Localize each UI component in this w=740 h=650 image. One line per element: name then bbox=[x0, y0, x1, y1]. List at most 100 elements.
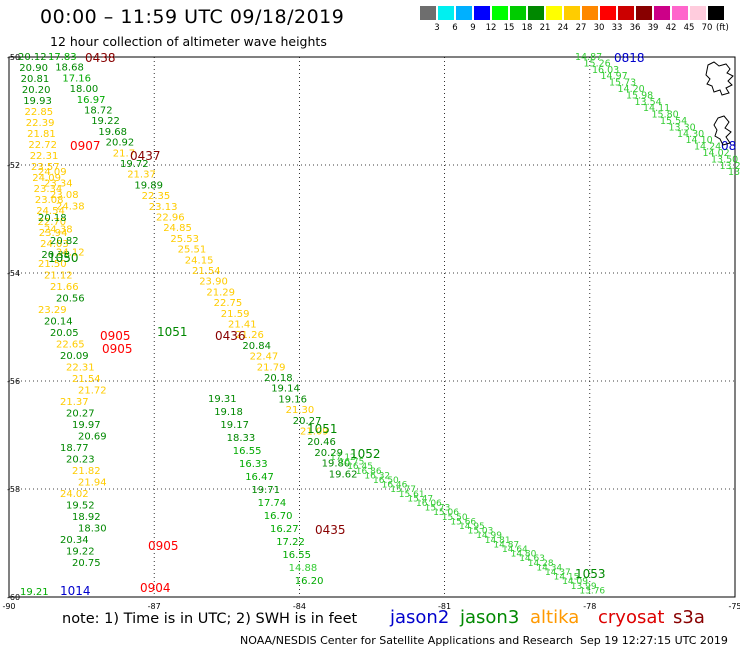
wave-height-label: 17.12 bbox=[330, 453, 356, 463]
wave-height-label: 22.31 bbox=[30, 151, 59, 162]
color-scale-label: 45 bbox=[683, 23, 695, 33]
wave-height-label: 22.39 bbox=[26, 118, 55, 129]
wave-height-label: 14.80 bbox=[511, 550, 537, 560]
wave-height-label: 20.20 bbox=[22, 85, 51, 96]
wave-height-label: 19.62 bbox=[329, 469, 358, 480]
lat-tick-label: -52 bbox=[7, 161, 20, 170]
wave-height-label: 16.06 bbox=[416, 499, 442, 509]
wave-height-label: 20.84 bbox=[242, 341, 271, 352]
wave-height-label: 13.99 bbox=[571, 582, 597, 592]
wave-height-label: 21.50 bbox=[38, 259, 67, 270]
wave-height-label: 16.70 bbox=[264, 511, 293, 522]
wave-height-label: 15.77 bbox=[390, 485, 416, 495]
legend-s3a: s3a bbox=[673, 607, 705, 628]
wave-height-label: 20.46 bbox=[307, 437, 336, 448]
wave-height-label: 20.27 bbox=[66, 409, 95, 420]
wave-height-label: 13.39 bbox=[728, 167, 740, 178]
wave-height-label: 22.72 bbox=[28, 140, 57, 151]
wave-height-label: 14.24 bbox=[694, 142, 721, 153]
pass-time-label: 0818 bbox=[614, 51, 645, 65]
color-scale-label: 15 bbox=[503, 23, 515, 33]
wave-height-label: 14.87 bbox=[575, 52, 602, 63]
wave-height-label: 19.80 bbox=[322, 459, 351, 470]
color-swatch bbox=[654, 6, 670, 20]
lat-tick-label: -56 bbox=[7, 377, 20, 386]
wave-height-label: 19.17 bbox=[220, 420, 249, 431]
color-swatch bbox=[672, 6, 688, 20]
color-scale-label: 12 bbox=[485, 23, 497, 33]
wave-height-label: 14.87 bbox=[493, 540, 519, 550]
color-swatch bbox=[510, 6, 526, 20]
wave-height-label: 24.85 bbox=[163, 223, 192, 234]
color-scale-label: 24 bbox=[557, 23, 569, 33]
color-scale-label: 33 bbox=[611, 23, 623, 33]
wave-height-label: 20.82 bbox=[50, 236, 79, 247]
wave-height-label: 24.03 bbox=[40, 239, 69, 250]
wave-height-label: 15.73 bbox=[425, 504, 451, 514]
wave-height-label: 20.75 bbox=[72, 558, 101, 569]
wave-height-label: 23.57 bbox=[31, 162, 60, 173]
wave-height-label: 16.33 bbox=[239, 459, 268, 470]
pass-time-label: 0436 bbox=[215, 329, 246, 343]
wave-height-label: 20.56 bbox=[56, 294, 85, 305]
wave-height-label: 20.18 bbox=[264, 373, 293, 384]
wave-height-label: 21.09 bbox=[300, 427, 329, 438]
wave-height-label: 14.95 bbox=[459, 522, 485, 532]
wave-height-label: 16.27 bbox=[270, 524, 299, 535]
color-swatch bbox=[564, 6, 580, 20]
wave-height-label: 14.97 bbox=[601, 71, 628, 82]
lon-tick-label: -81 bbox=[438, 602, 451, 611]
wave-height-label: 19.68 bbox=[98, 127, 127, 138]
color-swatch bbox=[600, 6, 616, 20]
generated-timestamp: Sep 19 12:27:15 UTC 2019 bbox=[580, 634, 728, 647]
wave-height-label: 15.98 bbox=[626, 90, 653, 101]
wave-height-label: 14.63 bbox=[519, 554, 545, 564]
color-scale-label: 30 bbox=[593, 23, 605, 33]
wave-height-label: 22.85 bbox=[25, 107, 54, 118]
wave-height-label: 19.21 bbox=[20, 587, 49, 598]
wave-height-label: 24.38 bbox=[44, 225, 73, 236]
wave-height-label: 16.45 bbox=[347, 462, 373, 472]
wave-height-label: 19.16 bbox=[278, 394, 307, 405]
wave-height-label: 14.11 bbox=[643, 103, 670, 114]
wave-height-label: 15.54 bbox=[660, 116, 687, 127]
wave-height-label: 15.66 bbox=[450, 517, 476, 527]
wave-height-label: 14.15 bbox=[554, 573, 580, 583]
wave-height-label: 23.90 bbox=[199, 277, 228, 288]
color-swatch bbox=[474, 6, 490, 20]
wave-height-label: 14.30 bbox=[677, 129, 704, 140]
credit-text: NOAA/NESDIS Center for Satellite Applica… bbox=[240, 634, 574, 647]
wave-height-label: 16.20 bbox=[295, 576, 324, 587]
wave-height-label: 21.81 bbox=[27, 129, 56, 140]
lat-tick-label: -54 bbox=[7, 269, 20, 278]
wave-height-label: 15.06 bbox=[433, 508, 459, 518]
color-swatch bbox=[492, 6, 508, 20]
wave-height-label: 21.66 bbox=[50, 282, 79, 293]
map-frame bbox=[8, 56, 736, 598]
wave-height-label: 20.23 bbox=[66, 455, 95, 466]
color-swatch bbox=[582, 6, 598, 20]
lon-tick-label: -75 bbox=[728, 602, 740, 611]
wave-height-label: 19.14 bbox=[271, 384, 300, 395]
wave-height-label: 22.70 bbox=[38, 217, 67, 228]
lat-tick-label: -58 bbox=[7, 485, 20, 494]
pass-time-label: 0437 bbox=[130, 149, 161, 163]
wave-height-label: 19.52 bbox=[66, 501, 95, 512]
wave-height-label: 20.90 bbox=[19, 63, 48, 74]
color-scale-label: 9 bbox=[470, 23, 476, 33]
legend-jason2: jason2 bbox=[390, 607, 450, 628]
lat-tick-label: -60 bbox=[7, 593, 20, 602]
wave-height-label: 16.97 bbox=[77, 95, 106, 106]
wave-height-label: 24.12 bbox=[56, 248, 85, 259]
wave-height-label: 18.00 bbox=[70, 84, 99, 95]
wave-height-label: 14.88 bbox=[289, 563, 318, 574]
wave-height-label: 23.94 bbox=[39, 228, 68, 239]
wave-height-label: 16.75 bbox=[339, 458, 365, 468]
wave-height-label: 13.30 bbox=[669, 122, 696, 133]
color-swatch bbox=[528, 6, 544, 20]
wave-height-label: 21.37 bbox=[60, 397, 89, 408]
wave-height-label: 14.09 bbox=[562, 577, 588, 587]
wave-height-label: 14.02 bbox=[703, 148, 730, 159]
wave-height-label: 16.86 bbox=[356, 467, 382, 477]
